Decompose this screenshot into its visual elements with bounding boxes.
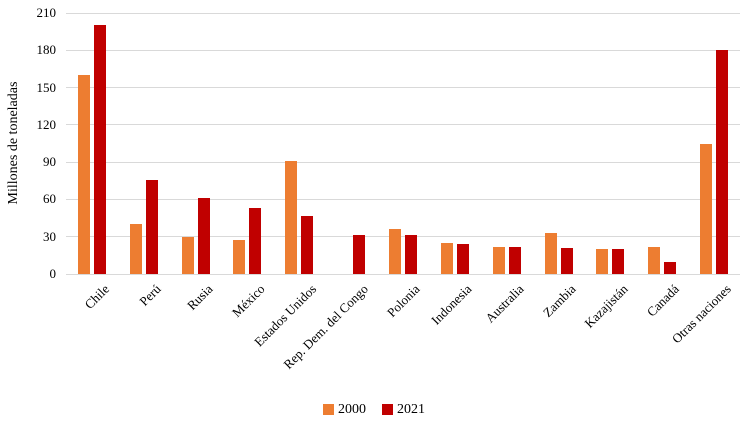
gridline-120	[66, 124, 740, 126]
bar-2021-zambia	[560, 247, 573, 274]
gridline-210	[66, 12, 740, 14]
bar-2021-chile	[93, 25, 106, 274]
bar-2021-australia	[508, 246, 521, 274]
gridline-90	[66, 161, 740, 163]
gridline-30	[66, 236, 740, 238]
x-tick-label-indonesia: Indonesia	[428, 281, 475, 328]
bar-2000-estados-unidos	[285, 160, 298, 274]
y-tick-label-0: 0	[49, 266, 57, 281]
bar-2000-australia	[492, 246, 505, 274]
bar-2021-kazajistan	[612, 249, 625, 274]
bar-2000-otras-naciones	[700, 143, 713, 274]
gridline-0	[66, 273, 740, 275]
y-tick-label-180: 180	[36, 42, 57, 58]
bar-2021-polonia	[405, 235, 417, 274]
bar-2000-chile	[77, 75, 90, 274]
legend-swatch-2000	[323, 404, 334, 415]
y-axis-title: Millones de toneladas	[6, 81, 21, 205]
legend-label-2000: 2000	[338, 402, 366, 417]
y-tick-label-30: 30	[43, 228, 56, 244]
x-tick-label-rusia: Rusia	[183, 281, 216, 313]
bar-2021-rep-dem-del-congo	[353, 235, 366, 274]
bar-2000-polonia	[389, 229, 401, 274]
x-tick-label-kazajistan: Kazajistán	[580, 281, 631, 331]
y-tick-label-60: 60	[43, 191, 56, 207]
gridline-180	[66, 49, 740, 51]
bar-2000-indonesia	[440, 242, 453, 274]
bar-2000-canada	[648, 246, 661, 274]
x-tick-label-chile: Chile	[81, 281, 112, 312]
y-tick-label-210: 210	[36, 5, 57, 20]
x-tick-label-canada: Canadá	[643, 281, 683, 320]
bar-2021-estados-unidos	[301, 215, 314, 274]
y-tick-label-90: 90	[43, 154, 56, 170]
bar-2000-rusia	[181, 236, 194, 274]
y-tick-label-150: 150	[36, 79, 57, 95]
bar-2000-mexico	[233, 240, 246, 274]
legend-swatch-2021	[382, 404, 393, 415]
bar-2021-peru	[145, 179, 158, 274]
legend-item-2000: 2000	[323, 402, 366, 417]
x-tick-label-zambia: Zambia	[539, 281, 579, 320]
x-tick-label-polonia: Polonia	[384, 281, 423, 320]
bar-2000-kazajistan	[596, 249, 609, 274]
x-tick-label-australia: Australia	[482, 281, 527, 326]
legend-item-2021: 2021	[382, 402, 425, 417]
bar-2021-canada	[664, 261, 677, 274]
x-tick-label-peru: Perú	[136, 281, 164, 309]
gridline-60	[66, 198, 740, 200]
bar-2000-zambia	[544, 233, 557, 274]
x-tick-label-mexico: México	[228, 281, 268, 320]
legend-label-2021: 2021	[397, 402, 425, 417]
y-tick-label-120: 120	[36, 116, 57, 132]
bar-2021-indonesia	[456, 244, 469, 274]
gridline-150	[66, 87, 740, 89]
bar-2021-otras-naciones	[716, 50, 729, 274]
legend: 2000 2021	[0, 402, 748, 417]
plot-area	[66, 12, 740, 275]
bar-2021-mexico	[249, 208, 262, 274]
bar-2000-peru	[129, 224, 142, 274]
bar-2021-rusia	[197, 198, 210, 274]
